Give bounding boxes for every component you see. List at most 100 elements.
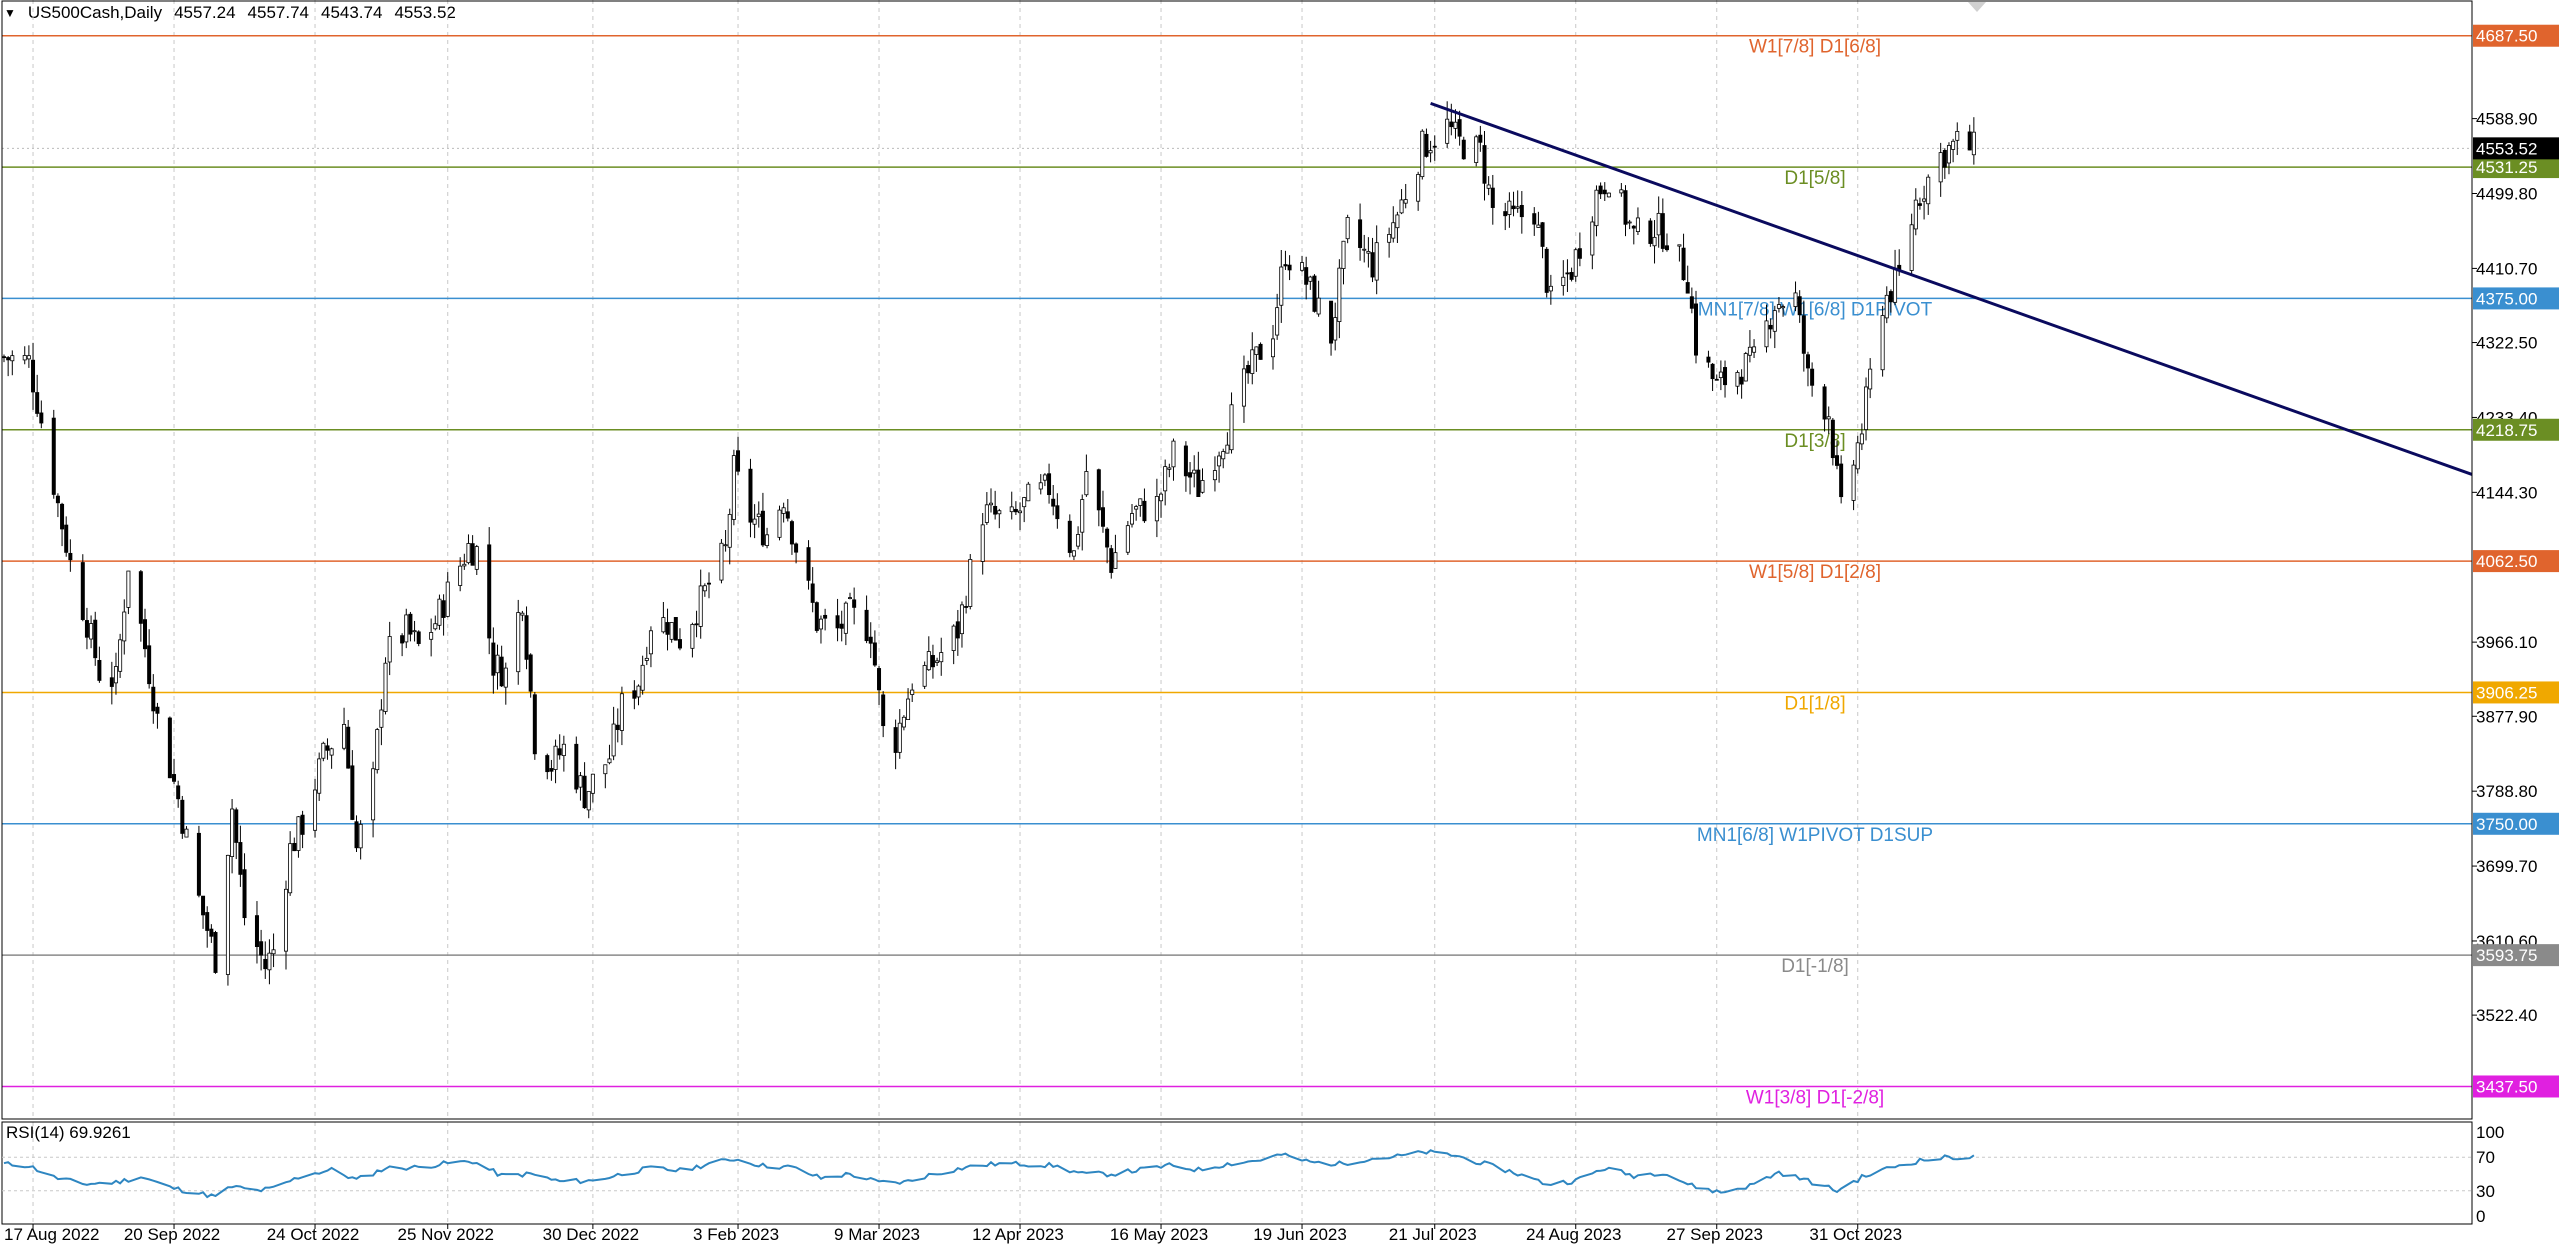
- candle-body: [400, 635, 405, 644]
- candle-body: [1449, 121, 1454, 128]
- candle-body: [1677, 244, 1682, 247]
- candle-body: [31, 359, 36, 393]
- level-price-badge: [2473, 156, 2559, 179]
- candle-body: [752, 518, 757, 525]
- candle-body: [1747, 346, 1752, 356]
- candle-body: [113, 666, 118, 684]
- candle-body: [736, 450, 741, 472]
- candle-body: [959, 604, 964, 635]
- level-price-badge-text: 4062.50: [2476, 552, 2537, 571]
- candle-body: [661, 617, 666, 633]
- shift-marker-icon[interactable]: [1968, 2, 1986, 12]
- candle-body: [1723, 367, 1728, 386]
- level-price-badge-text: 3437.50: [2476, 1077, 2537, 1096]
- candle-body: [1656, 212, 1661, 236]
- candle-body: [1967, 131, 1972, 151]
- candle-body: [1917, 203, 1922, 206]
- price-tick-label: 3877.90: [2476, 707, 2537, 726]
- candle-body: [1192, 469, 1197, 474]
- candle-body: [1776, 304, 1781, 309]
- candle-body: [22, 355, 27, 361]
- date-tick-label: 9 Mar 2023: [834, 1225, 920, 1244]
- level-price-badge-text: 3750.00: [2476, 815, 2537, 834]
- rsi-tick-label: 0: [2476, 1207, 2485, 1226]
- chart-menu-triangle-icon[interactable]: ▼: [4, 6, 16, 20]
- candle-body: [1544, 248, 1549, 293]
- candle-body: [1167, 467, 1172, 470]
- candle-body: [379, 709, 384, 728]
- candle-body: [1839, 463, 1844, 498]
- candle-body: [1835, 455, 1840, 466]
- level-price-badge: [2473, 418, 2559, 441]
- candle-body: [1561, 276, 1566, 286]
- candle-body: [1573, 249, 1578, 277]
- candle-body: [1051, 498, 1056, 507]
- candle-body: [1254, 346, 1259, 355]
- candle-body: [561, 743, 566, 757]
- trendline[interactable]: [1430, 101, 2473, 476]
- candle-body: [1374, 242, 1379, 281]
- candle-body: [429, 632, 434, 640]
- price-tick-label: 4410.70: [2476, 259, 2537, 278]
- candle-body: [586, 791, 591, 811]
- price-tick-label: 3966.10: [2476, 633, 2537, 652]
- candle-body: [225, 854, 230, 975]
- candle-body: [383, 662, 388, 712]
- candle-body: [1432, 145, 1437, 148]
- level-label: W1[5/8] D1[2/8]: [1749, 562, 1881, 583]
- candle-body: [234, 809, 239, 843]
- candle-body: [868, 636, 873, 644]
- candle-body: [1271, 338, 1276, 358]
- candle-body: [1246, 365, 1251, 374]
- main-panel-frame: [1, 0, 2473, 1120]
- candle-body: [814, 602, 819, 631]
- candle-body: [138, 571, 143, 624]
- candle-body: [532, 694, 537, 755]
- symbol-label: US500Cash,Daily: [27, 3, 163, 22]
- candle-body: [491, 642, 496, 676]
- candle-body: [499, 656, 504, 687]
- price-tick-label: 4588.90: [2476, 110, 2537, 129]
- candle-body: [466, 543, 471, 564]
- candle-body: [922, 665, 927, 687]
- candle-body: [1445, 118, 1450, 144]
- level-label: W1[7/8] D1[6/8]: [1749, 37, 1881, 58]
- candle-body: [495, 654, 500, 674]
- candle-body: [288, 843, 293, 894]
- candle-body: [242, 869, 247, 919]
- candle-body: [1461, 139, 1466, 160]
- candle-body: [184, 828, 189, 838]
- candle-body: [926, 651, 931, 671]
- trendline-layer[interactable]: [1430, 101, 2473, 476]
- candle-body: [329, 748, 334, 756]
- candle-body: [167, 717, 172, 779]
- candle-body: [545, 755, 550, 773]
- candle-body: [590, 773, 595, 794]
- candle-body: [632, 690, 637, 699]
- candle-body: [292, 842, 297, 852]
- candle-body: [1652, 236, 1657, 247]
- candle-body: [1399, 199, 1404, 214]
- candle-body: [1565, 272, 1570, 275]
- candle-body: [582, 775, 587, 809]
- candle-body: [1171, 440, 1176, 468]
- candle-body: [205, 912, 210, 931]
- candle-body: [342, 723, 347, 749]
- ohlc-high: 4557.74: [247, 3, 309, 22]
- candle-body: [1880, 315, 1885, 371]
- candle-body: [1486, 184, 1491, 189]
- level-price-badge: [2473, 24, 2559, 47]
- date-tick-label: 3 Feb 2023: [693, 1225, 779, 1244]
- candle-body: [325, 745, 330, 751]
- candle-body: [719, 542, 724, 581]
- candle-body: [835, 615, 840, 629]
- price-tick-label: 4322.50: [2476, 334, 2537, 353]
- candle-body: [1548, 285, 1553, 292]
- candle-body: [126, 570, 131, 608]
- candle-body: [1183, 445, 1188, 477]
- candle-body: [60, 503, 65, 530]
- candle-body: [1681, 247, 1686, 281]
- candle-body: [810, 583, 815, 603]
